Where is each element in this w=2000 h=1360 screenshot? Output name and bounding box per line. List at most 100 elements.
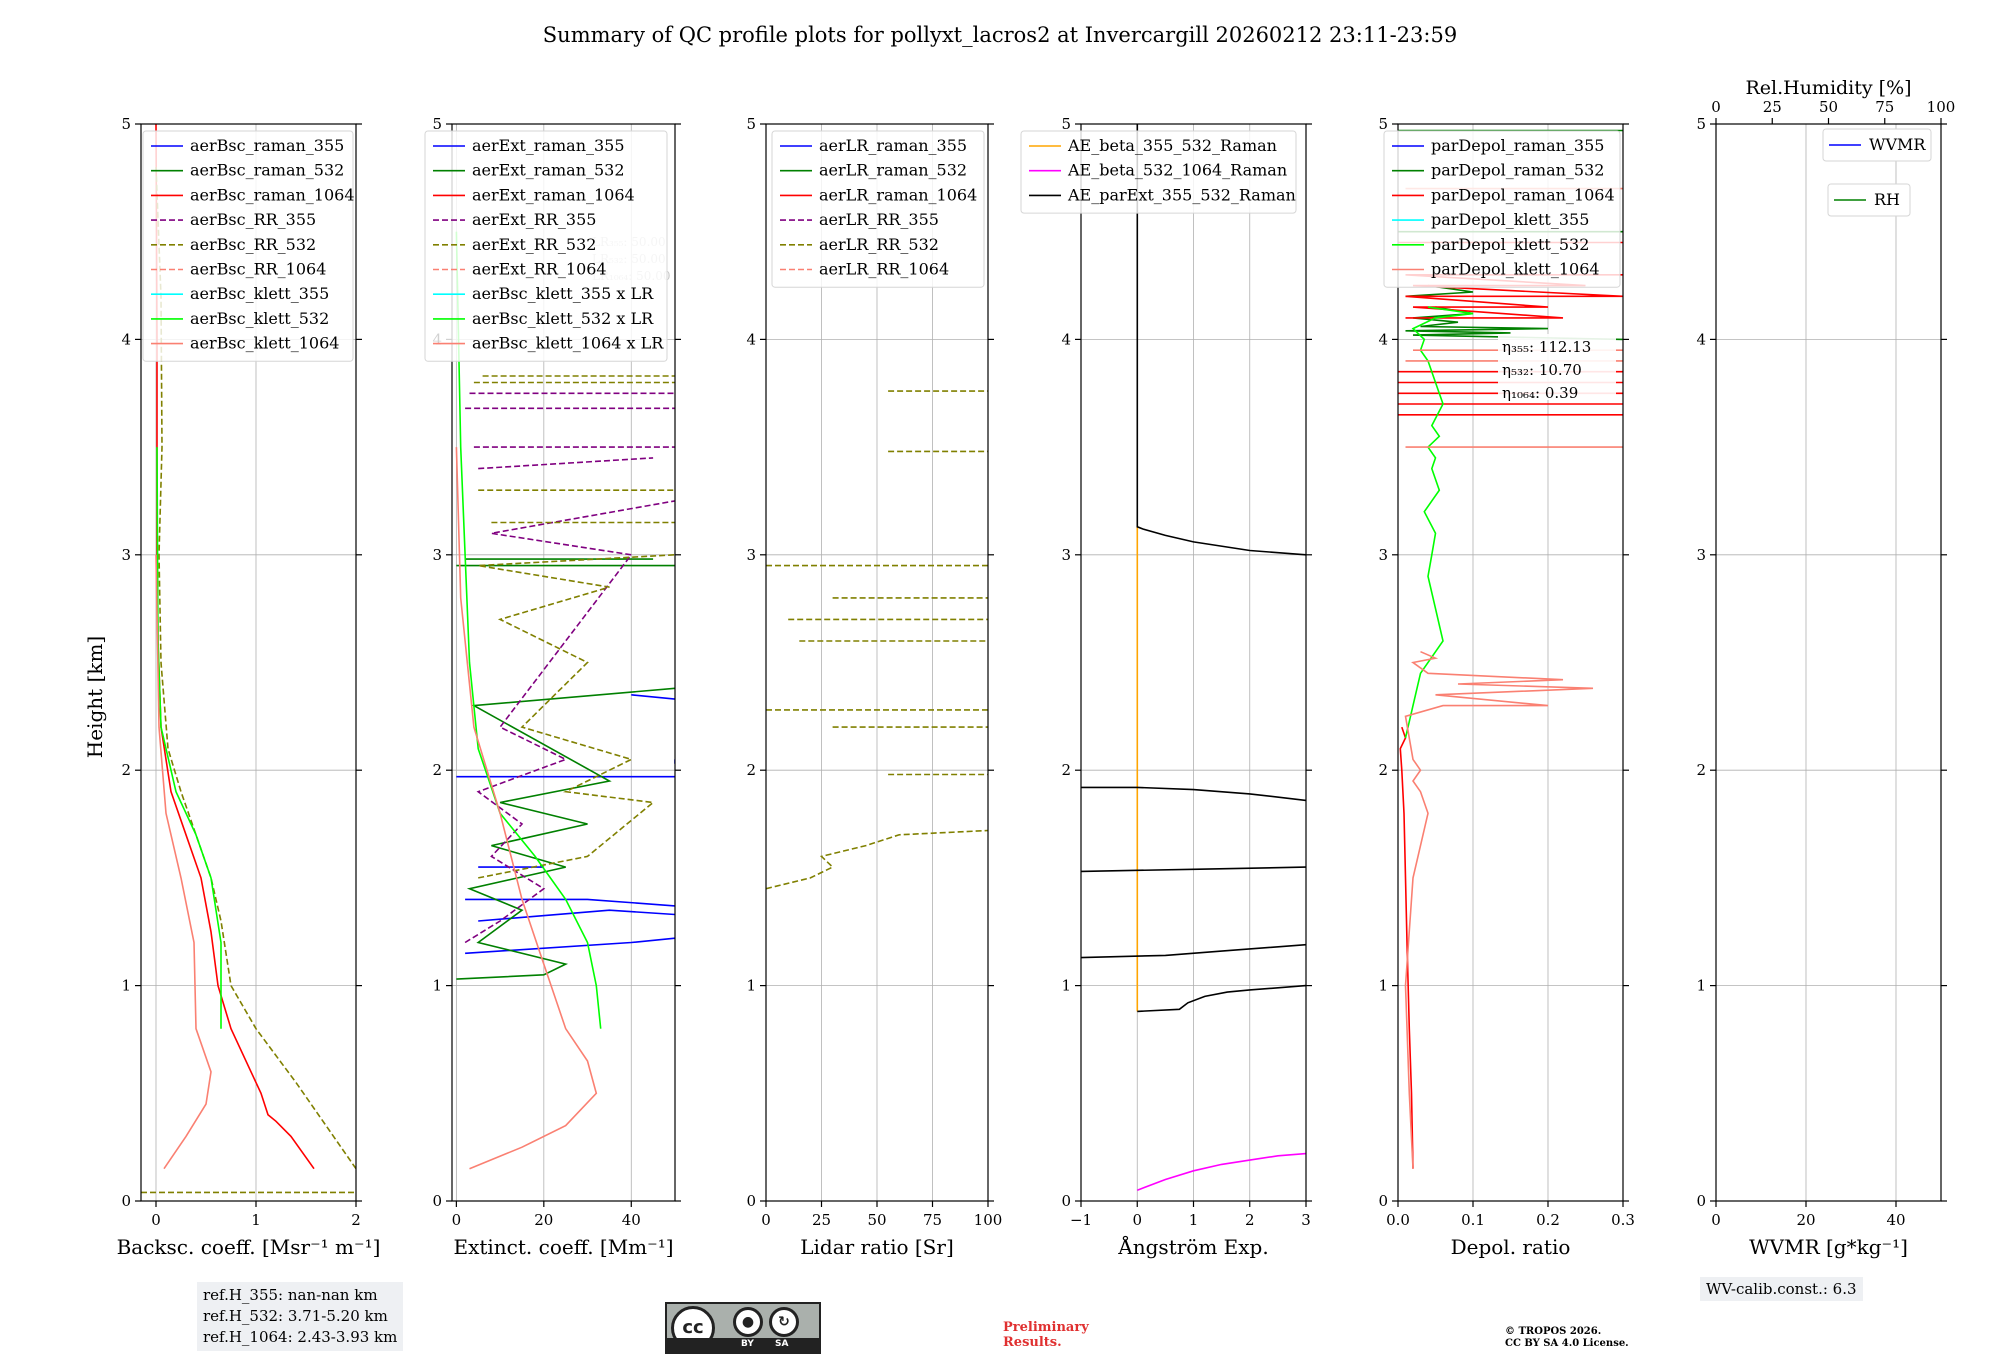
tick-label-x: 25 bbox=[812, 1211, 831, 1229]
series-line-aerExt_RR_355 bbox=[464, 392, 675, 944]
series-line-parDepol_klett_532 bbox=[1404, 306, 1474, 739]
axis-label-x: Extinct. coeff. [Mm⁻¹] bbox=[453, 1235, 673, 1259]
axis-label-x: Ångström Exp. bbox=[1117, 1234, 1268, 1259]
series-group bbox=[766, 390, 988, 890]
tick-label-y: 5 bbox=[121, 115, 131, 133]
tick-label-y: 0 bbox=[1378, 1192, 1388, 1210]
tick-label-x: 40 bbox=[622, 1211, 641, 1229]
legend-label: AE_parExt_355_532_Raman bbox=[1067, 185, 1296, 204]
preliminary-note: Preliminary Results. bbox=[1003, 1320, 1089, 1350]
axes-frame bbox=[1080, 123, 1307, 1202]
ref-height-532: ref.H_532: 3.71-5.20 km bbox=[203, 1307, 388, 1325]
legend-label: aerLR_RR_1064 bbox=[819, 260, 949, 279]
cc-by-sa-badge: cc ● ↻ BY SA bbox=[665, 1302, 821, 1354]
tick-label-x2: 100 bbox=[1927, 98, 1956, 116]
legend-label: aerExt_RR_1064 bbox=[472, 260, 607, 279]
tick-label-y: 2 bbox=[1378, 761, 1388, 779]
tick-label-y: 1 bbox=[1061, 977, 1071, 995]
axes-frame bbox=[451, 123, 676, 1202]
series-line-aerExt_raman_355 bbox=[456, 694, 675, 955]
tick-label-x: −1 bbox=[1070, 1211, 1092, 1229]
legend-label: AE_beta_532_1064_Raman bbox=[1067, 161, 1287, 180]
legend-label: aerBsc_klett_355 bbox=[190, 284, 329, 303]
panel-extinction: 01234502040Extinct. coeff. [Mm⁻¹]LR₃₅₅: … bbox=[424, 115, 681, 1259]
ref-height-1064: ref.H_1064: 2.43-3.93 km bbox=[203, 1328, 398, 1346]
legend-label: aerExt_RR_532 bbox=[472, 235, 596, 254]
tick-label-y: 3 bbox=[432, 546, 442, 564]
badge-sa-label: SA bbox=[775, 1339, 789, 1349]
wv-calib-text: WV-calib.const.: 6.3 bbox=[1706, 1280, 1857, 1298]
copyright-line-2: CC BY SA 4.0 License. bbox=[1505, 1338, 1629, 1349]
legend-label: parDepol_klett_355 bbox=[1431, 210, 1589, 229]
legend-label: aerLR_RR_355 bbox=[819, 210, 939, 229]
copyright-note: © TROPOS 2026. CC BY SA 4.0 License. bbox=[1505, 1326, 1629, 1350]
ref-height-355: ref.H_355: nan-nan km bbox=[203, 1286, 378, 1304]
eta-label: η₅₃₂: 10.70 bbox=[1502, 361, 1582, 379]
tick-label-y: 2 bbox=[1696, 761, 1706, 779]
eta-label: η₃₅₅: 112.13 bbox=[1502, 338, 1591, 356]
eta-box bbox=[1498, 334, 1616, 400]
tick-label-x: 0 bbox=[761, 1211, 771, 1229]
tick-label-x: 20 bbox=[1796, 1211, 1815, 1229]
tick-label-y: 1 bbox=[432, 977, 442, 995]
tick-label-x: 0.1 bbox=[1461, 1211, 1485, 1229]
tick-label-y: 1 bbox=[1696, 977, 1706, 995]
tick-label-x2: 50 bbox=[1819, 98, 1838, 116]
tick-label-x2: 0 bbox=[1711, 98, 1721, 116]
legend-label: aerBsc_RR_1064 bbox=[190, 260, 326, 279]
tick-label-x: 0 bbox=[151, 1211, 161, 1229]
legend-label: parDepol_raman_355 bbox=[1431, 136, 1604, 155]
tick-label-x: 0 bbox=[1711, 1211, 1721, 1229]
legend-label: aerBsc_klett_1064 x LR bbox=[472, 334, 664, 353]
legend-label: aerBsc_klett_355 x LR bbox=[472, 284, 654, 303]
tick-label-x: 1 bbox=[1189, 1211, 1199, 1229]
legend-label: aerBsc_RR_355 bbox=[190, 210, 316, 229]
axes-frame bbox=[1715, 123, 1942, 1202]
legend-label: aerBsc_RR_532 bbox=[190, 235, 316, 254]
legend-box bbox=[424, 130, 668, 362]
series-line-AE_parExt_355_532_Raman bbox=[1081, 124, 1306, 1013]
axes-frame bbox=[140, 123, 357, 1202]
wv-calib-box: WV-calib.const.: 6.3 bbox=[1700, 1277, 1863, 1301]
tick-label-x: 0.2 bbox=[1536, 1211, 1560, 1229]
preliminary-line-2: Results. bbox=[1003, 1335, 1062, 1350]
legend-label: aerExt_raman_1064 bbox=[472, 185, 635, 204]
legend-label: RH bbox=[1874, 190, 1900, 209]
tick-label-y: 4 bbox=[1378, 330, 1388, 348]
tick-label-y: 5 bbox=[1696, 115, 1706, 133]
series-line-aerExt_raman_532 bbox=[456, 558, 675, 980]
legend-box-RH bbox=[1827, 183, 1911, 217]
eta-label: η₁₀₆₄: 0.39 bbox=[1502, 384, 1578, 402]
legend-label: aerLR_raman_355 bbox=[819, 136, 967, 155]
legend-label: WVMR bbox=[1869, 135, 1926, 154]
tick-label-y: 4 bbox=[121, 330, 131, 348]
series-line-aerBsc_RR_532 bbox=[141, 167, 356, 1194]
legend-label: parDepol_raman_532 bbox=[1431, 161, 1604, 180]
axes-frame bbox=[1397, 123, 1624, 1202]
tick-label-y: 2 bbox=[1061, 761, 1071, 779]
tick-label-y: 3 bbox=[1378, 546, 1388, 564]
tick-label-y: 4 bbox=[1061, 330, 1071, 348]
tick-label-x: 2 bbox=[1245, 1211, 1255, 1229]
legend-box-WVMR bbox=[1822, 128, 1932, 162]
tick-label-y: 3 bbox=[121, 546, 131, 564]
badge-by-label: BY bbox=[741, 1339, 754, 1349]
copyright-line-1: © TROPOS 2026. bbox=[1505, 1326, 1602, 1337]
legend-box bbox=[142, 130, 354, 362]
legend-label: aerBsc_klett_1064 bbox=[190, 334, 339, 353]
series-group bbox=[141, 124, 356, 1194]
legend-label: aerBsc_raman_1064 bbox=[190, 185, 355, 204]
tick-label-y: 3 bbox=[746, 546, 756, 564]
tick-label-y: 0 bbox=[121, 1192, 131, 1210]
series-line-AE_beta_532_1064_Raman bbox=[1137, 1152, 1306, 1191]
series-line-aerBsc_klett_1064 bbox=[155, 554, 212, 1170]
legend-label: parDepol_raman_1064 bbox=[1431, 185, 1615, 204]
legend-label: aerExt_RR_355 bbox=[472, 210, 596, 229]
panel-depol: 0 1 2 3 4 5 0.0 0.1 0.2 0.3 Depol. ratio η₃₅₅: 112.… bbox=[1378, 115, 1634, 1259]
tick-label-y: 5 bbox=[746, 115, 756, 133]
tick-label-y: 0 bbox=[746, 1192, 756, 1210]
tick-label-y: 0 bbox=[1061, 1192, 1071, 1210]
tick-label-y: 1 bbox=[1378, 977, 1388, 995]
